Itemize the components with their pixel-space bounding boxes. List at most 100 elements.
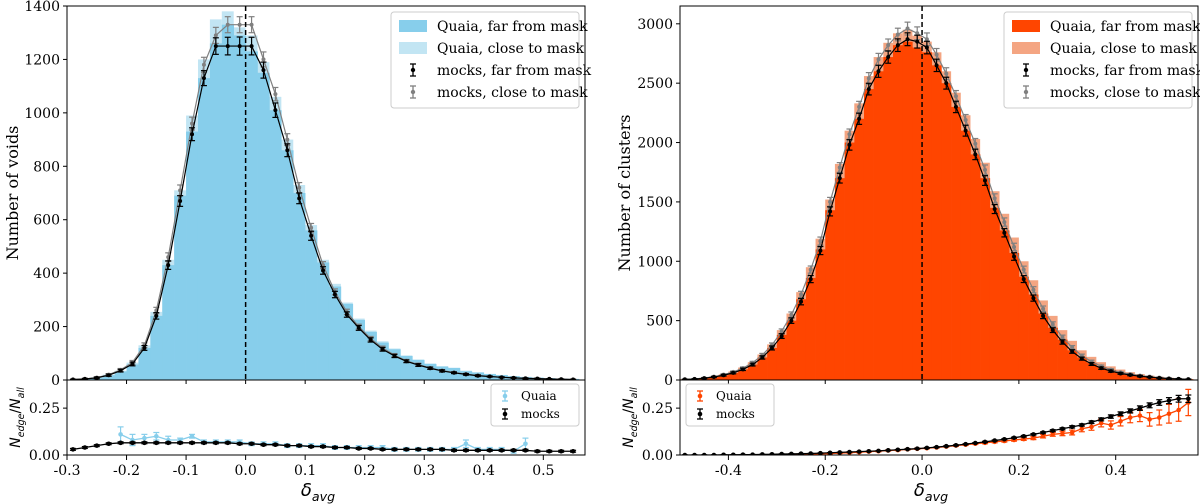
ratio-mocks-point <box>798 451 804 455</box>
legend-point <box>697 411 703 417</box>
x-tick-label: 0.5 <box>532 463 554 479</box>
ratio-quaia-line <box>781 401 1189 455</box>
bar-far <box>233 35 246 380</box>
legend-box <box>685 383 775 427</box>
mocks-far-point <box>309 233 314 238</box>
bar-far <box>317 262 330 380</box>
legend-point <box>410 67 416 73</box>
ratio-mocks-point <box>1127 408 1133 414</box>
bar-far <box>728 372 739 380</box>
mocks-far-point <box>356 325 361 330</box>
mocks-far-point <box>511 375 516 380</box>
ratio-mocks-point <box>1031 432 1036 437</box>
mocks-far-point <box>225 44 230 49</box>
x-tick-label: 0.2 <box>1008 463 1030 479</box>
bar-far <box>126 364 139 380</box>
mocks-close-point <box>201 62 206 67</box>
ratio-mocks-point <box>404 447 409 452</box>
bar-far <box>186 131 199 380</box>
ratio-mocks-point <box>308 444 314 449</box>
mocks-far-point <box>1070 349 1075 354</box>
bar-far <box>796 299 807 380</box>
mocks-far-point <box>721 373 726 378</box>
y-tick-label: 1000 <box>637 254 673 270</box>
bar-far <box>786 320 797 380</box>
ratio-mocks-point <box>914 446 920 451</box>
mocks-far-point <box>368 337 373 342</box>
ratio-y-label-part: all <box>629 387 640 398</box>
mocks-close-point <box>895 32 900 37</box>
mocks-far-point <box>332 292 337 297</box>
ratio-mocks-point <box>963 441 968 447</box>
x-axis-label: δavg <box>301 480 335 504</box>
ratio-y-tick-label: 0.00 <box>642 448 673 464</box>
ratio-quaia-point <box>1147 417 1152 422</box>
ratio-mocks-point <box>189 440 195 446</box>
ratio-mocks-point <box>487 448 493 453</box>
legend-box <box>390 11 580 109</box>
ratio-mocks-point <box>499 448 504 453</box>
ratio-mocks-point <box>779 451 784 455</box>
legend-box <box>490 383 580 427</box>
mocks-close-point <box>285 137 290 142</box>
mocks-far-point <box>70 377 75 380</box>
ratio-mocks-point <box>118 440 123 446</box>
mocks-far-point <box>118 368 123 373</box>
mocks-far-point <box>1186 377 1191 380</box>
bar-far <box>989 207 1000 380</box>
ratio-mocks-point <box>475 448 481 453</box>
mocks-far-point <box>847 142 852 147</box>
ratio-y-label-part: N <box>8 437 24 448</box>
bar-far <box>776 334 787 380</box>
mocks-far-point <box>285 148 290 153</box>
ratio-mocks-point <box>356 446 362 451</box>
legend-label: mocks <box>521 407 560 421</box>
mocks-far-point <box>1118 371 1123 376</box>
y-tick-label: 2000 <box>637 136 673 152</box>
mocks-close-point <box>808 267 813 272</box>
mocks-close-point <box>1021 267 1026 272</box>
y-tick-label: 0 <box>664 373 673 389</box>
ratio-mocks-point <box>1011 435 1017 441</box>
mocks-close-point <box>982 167 987 172</box>
bar-far <box>970 154 981 380</box>
mocks-far-point <box>94 375 99 380</box>
legend-swatch-close <box>399 42 427 54</box>
legend-point <box>502 393 508 399</box>
mocks-far-point <box>190 132 195 137</box>
ratio-mocks-point <box>943 443 949 449</box>
ratio-mocks-point <box>142 440 147 446</box>
mocks-close-point <box>1012 245 1017 250</box>
mocks-far-point <box>992 207 997 212</box>
mocks-far-point <box>750 362 755 367</box>
ratio-mocks-point <box>261 442 266 447</box>
mocks-far-point <box>559 377 564 380</box>
ratio-mocks-point <box>1021 433 1027 439</box>
ratio-mocks-point <box>427 447 433 452</box>
bar-far <box>328 286 342 380</box>
legend-label: Quaia, close to mask <box>1050 41 1198 57</box>
mocks-close-point <box>924 37 929 42</box>
ratio-mocks-point <box>682 452 688 455</box>
x-tick-label: -0.3 <box>54 463 81 479</box>
ratio-quaia-point <box>118 432 123 437</box>
ratio-quaia-point <box>1060 431 1065 436</box>
ratio-quaia-point <box>1127 415 1133 420</box>
ratio-mocks-point <box>847 449 852 455</box>
bar-far <box>844 142 855 380</box>
ratio-mocks-point <box>523 448 528 453</box>
ratio-mocks-point <box>392 447 397 452</box>
bar-far <box>854 118 865 380</box>
bar-far <box>1018 276 1029 380</box>
ratio-mocks-point <box>1040 430 1046 435</box>
mocks-close-point <box>237 22 242 27</box>
mocks-close-point <box>973 141 978 146</box>
mocks-far-point <box>416 363 421 368</box>
ratio-quaia-point <box>1137 413 1143 418</box>
mocks-far-point <box>1166 376 1171 380</box>
mocks-far-point <box>1021 277 1026 282</box>
ratio-y-label-part: all <box>16 387 27 398</box>
x-tick-label: 0.0 <box>234 463 256 479</box>
legend-ratio: Quaia mocks <box>490 383 580 427</box>
